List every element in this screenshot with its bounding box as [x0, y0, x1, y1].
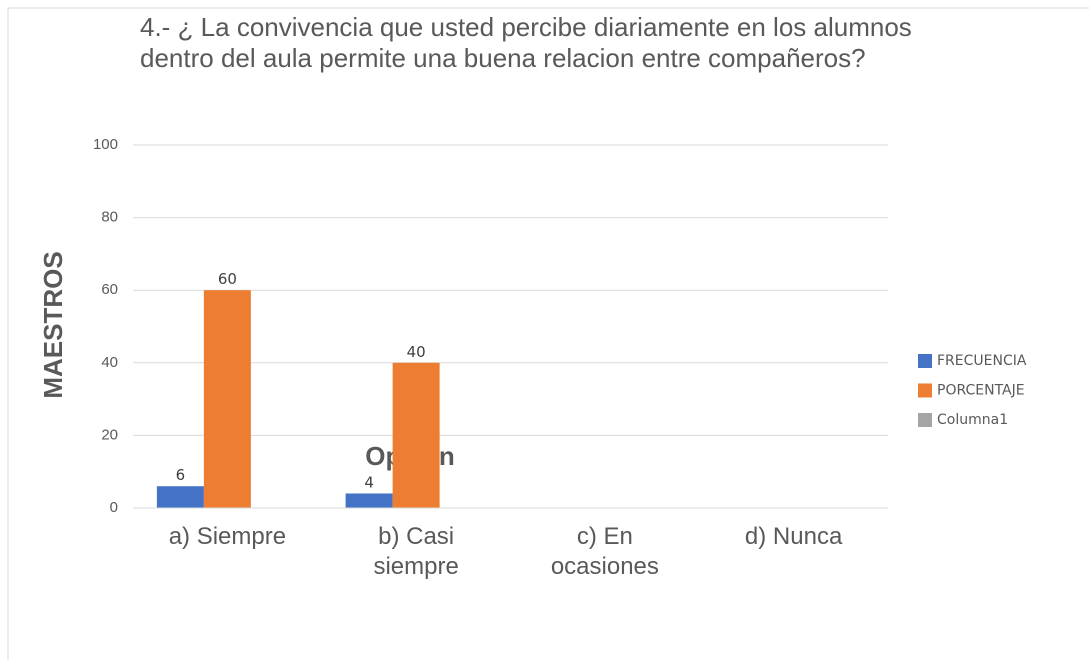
data-label: 4	[364, 473, 374, 491]
data-label: 60	[218, 270, 237, 288]
bar	[345, 493, 393, 508]
data-label: 40	[407, 343, 426, 361]
y-axis-title: MAESTROS	[38, 251, 68, 398]
legend-swatch	[918, 413, 932, 427]
y-tick-label: 20	[101, 426, 118, 443]
chart-title: 4.- ¿ La convivencia que usted percibe d…	[140, 12, 912, 73]
legend-swatch	[918, 354, 932, 368]
legend-label: Columna1	[937, 412, 1008, 428]
y-tick-label: 60	[101, 281, 118, 298]
legend-label: FRECUENCIA	[937, 353, 1027, 369]
y-tick-label: 40	[101, 354, 118, 371]
x-tick-label: b) Casi siempre	[373, 523, 459, 580]
x-tick-label: d) Nunca	[744, 523, 843, 550]
chart-frame	[7, 7, 1089, 660]
legend-swatch	[918, 383, 932, 398]
x-tick-label: a) Siempre	[168, 523, 287, 550]
bar	[203, 290, 251, 508]
bar	[156, 486, 204, 508]
data-label: 6	[176, 466, 186, 484]
bar	[392, 362, 440, 508]
x-tick-label: c) En ocasiones	[550, 523, 659, 580]
y-tick-label: 100	[93, 136, 118, 153]
legend-label: PORCENTAJE	[937, 383, 1025, 399]
y-tick-label: 80	[101, 209, 118, 226]
y-tick-label: 0	[110, 499, 118, 516]
